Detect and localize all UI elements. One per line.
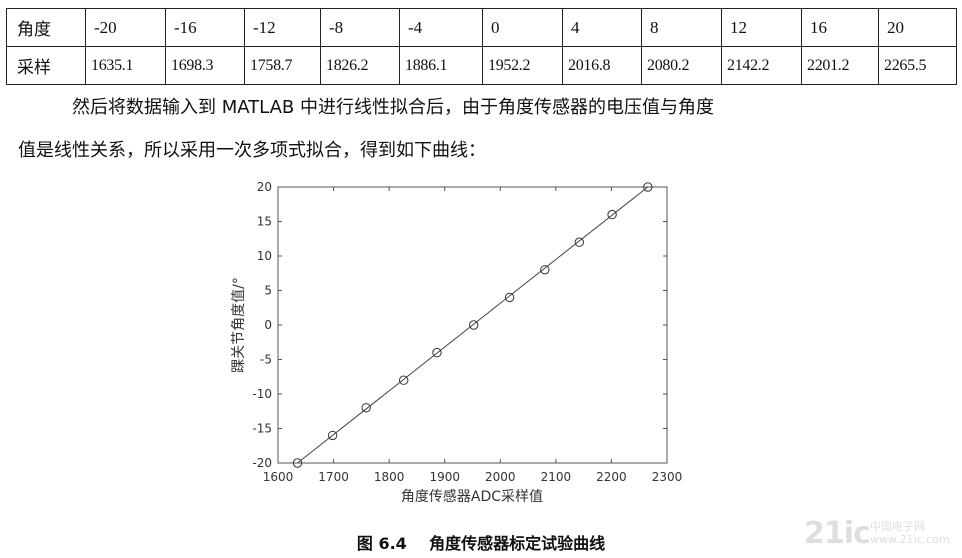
table-cell: 0 — [482, 8, 563, 47]
paragraph-line-2: 值是线性关系，所以采用一次多项式拟合，得到如下曲线： — [18, 140, 486, 161]
watermark-text: 21ic — [804, 516, 871, 551]
table-cell: 1698.3 — [165, 46, 245, 85]
table-cell: 2265.5 — [878, 46, 957, 85]
data-point-marker — [432, 347, 442, 358]
site-watermark-logo: 21ic 中国电子网 www.21ic.com — [804, 514, 954, 552]
watermark-sub: 中国电子网 www.21ic.com — [870, 520, 950, 546]
table-cell: -20 — [85, 8, 166, 47]
data-points — [292, 182, 653, 468]
figure-number: 图 6.4 — [356, 534, 407, 553]
calibration-table: 角度 -20 -16 -12 -8 -4 0 4 8 12 16 20 采样 1… — [6, 8, 957, 85]
data-point-marker — [540, 265, 550, 275]
y-tick-label: -15 — [252, 422, 272, 436]
x-tick-labels: 1600 1700 1800 1900 2000 2100 2200 2300 — [263, 470, 683, 484]
data-point-marker — [361, 403, 371, 413]
axis-ticks — [277, 186, 668, 464]
x-tick-label: 2200 — [596, 470, 627, 484]
x-tick-label: 1700 — [318, 470, 349, 484]
table-row-sample: 采样 1635.1 1698.3 1758.7 1826.2 1886.1 19… — [6, 46, 957, 85]
figure-title: 角度传感器标定试验曲线 — [429, 534, 606, 553]
x-tick-label: 2100 — [541, 470, 572, 484]
table-cell: 2080.2 — [641, 46, 722, 85]
y-tick-label: 5 — [264, 284, 272, 298]
table-cell: 1758.7 — [244, 46, 321, 85]
table-header-angle: 角度 — [6, 8, 86, 47]
data-point-marker — [327, 430, 338, 441]
data-point-marker — [504, 292, 515, 303]
table-cell: 4 — [562, 8, 642, 47]
table-cell: -12 — [244, 8, 321, 47]
table-cell: 1952.2 — [482, 46, 563, 85]
fit-line — [297, 186, 649, 464]
x-tick-label: 1800 — [374, 470, 405, 484]
table-row-angle: 角度 -20 -16 -12 -8 -4 0 4 8 12 16 20 — [6, 8, 957, 47]
y-tick-label: -5 — [260, 353, 272, 367]
y-axis-label: 踝关节角度值/° — [231, 277, 247, 373]
y-tick-label: -20 — [252, 456, 272, 470]
table-cell: 20 — [878, 8, 957, 47]
x-axis-label: 角度传感器ADC采样值 — [401, 488, 543, 505]
x-tick-label: 1600 — [263, 470, 294, 484]
table-cell: 1826.2 — [320, 46, 400, 85]
data-point-marker — [292, 458, 303, 468]
table-cell: 2016.8 — [562, 46, 642, 85]
x-tick-label: 2000 — [485, 470, 516, 484]
data-point-marker — [469, 320, 479, 330]
paragraph-line-1: 然后将数据输入到 MATLAB 中进行线性拟合后，由于角度传感器的电压值与角度 — [72, 97, 714, 118]
figure-caption: 图 6.4 角度传感器标定试验曲线 — [0, 530, 962, 554]
y-tick-label: 0 — [264, 318, 272, 332]
data-point-marker — [607, 209, 617, 220]
table-cell: 2201.2 — [801, 46, 879, 85]
data-point-marker — [643, 182, 653, 192]
table-header-sample: 采样 — [6, 46, 86, 85]
table-cell: 1886.1 — [399, 46, 483, 85]
y-tick-label: -10 — [252, 387, 272, 401]
y-tick-labels: 20 15 10 5 0 -5 -10 -15 -20 — [252, 180, 272, 470]
table-cell: 16 — [801, 8, 879, 47]
y-tick-label: 15 — [257, 215, 272, 229]
y-tick-label: 10 — [257, 249, 272, 263]
data-point-marker — [399, 375, 409, 385]
y-tick-label: 20 — [257, 180, 272, 194]
x-tick-label: 2300 — [652, 470, 683, 484]
data-point-marker — [574, 237, 585, 247]
x-tick-label: 1900 — [429, 470, 460, 484]
